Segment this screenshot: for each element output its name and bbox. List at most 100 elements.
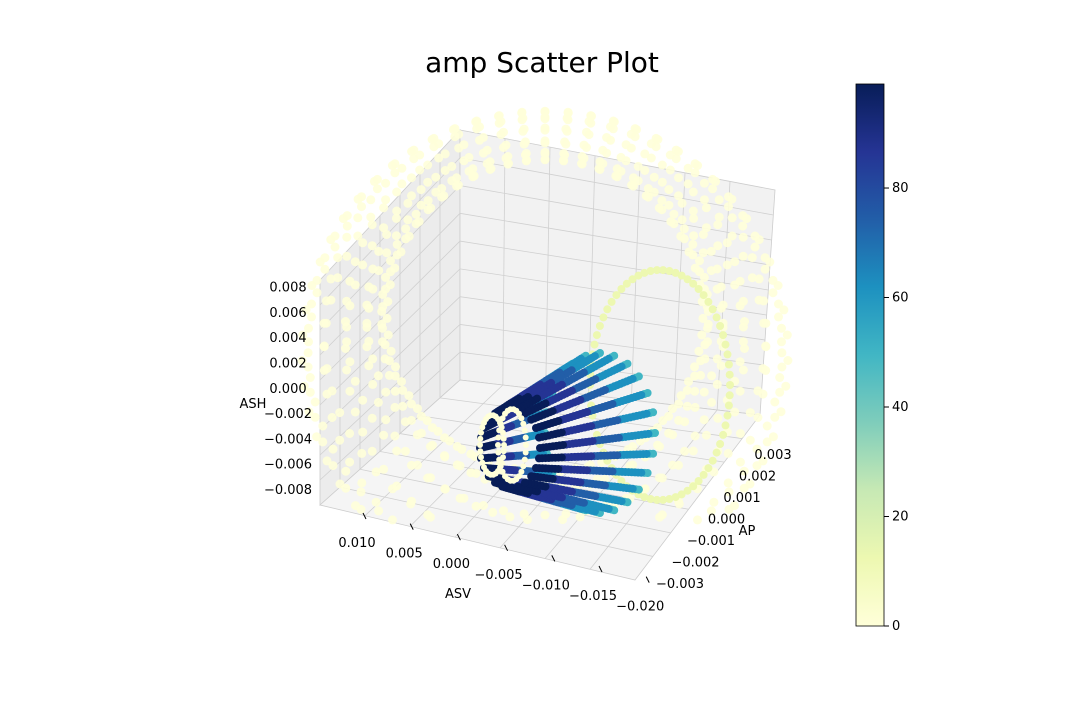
scatter-point: [320, 253, 330, 263]
scatter-point: [488, 507, 498, 517]
scatter-point: [680, 446, 690, 456]
scatter-point: [633, 161, 643, 171]
z-tick-label: −0.008: [264, 483, 312, 498]
scatter-point: [466, 468, 476, 478]
scatter-point: [690, 402, 700, 412]
scatter-point: [654, 203, 664, 213]
scatter-point: [540, 154, 550, 164]
scatter-point: [345, 429, 355, 438]
scatter-point: [391, 362, 400, 372]
grid-line: [673, 172, 686, 406]
colorbar-tick-label: 20: [892, 510, 909, 525]
scatter-point: [762, 437, 772, 447]
scatter-point: [725, 370, 734, 379]
scatter-point: [628, 275, 637, 284]
scatter-point: [342, 221, 352, 231]
scatter-point: [333, 273, 343, 283]
scatter-point: [494, 111, 504, 121]
scatter-point: [770, 412, 780, 422]
scatter-point: [519, 124, 529, 134]
scatter-point: [415, 165, 425, 175]
scatter-point: [783, 356, 793, 365]
scatter-point: [521, 427, 528, 434]
scatter-point: [426, 473, 435, 483]
scatter-point: [699, 470, 708, 479]
scatter-point: [506, 484, 514, 492]
scatter-point: [411, 209, 421, 219]
scatter-point: [440, 149, 450, 159]
grid-line: [339, 486, 653, 557]
scatter-point: [326, 274, 336, 284]
scatter-point: [735, 357, 745, 367]
scatter-point: [674, 173, 683, 183]
scatter-point: [775, 373, 785, 382]
scatter-point: [391, 231, 401, 241]
scatter-point: [503, 152, 513, 161]
scatter-point: [719, 331, 728, 340]
scatter-point: [342, 322, 352, 332]
scatter-point: [499, 468, 506, 475]
scatter-point: [698, 248, 708, 258]
scatter-point: [486, 164, 496, 174]
scatter-point: [723, 350, 732, 359]
scatter-points: [297, 106, 793, 525]
scatter-point: [499, 506, 508, 516]
z-tick-label: −0.004: [264, 432, 312, 447]
scatter-point: [690, 168, 700, 178]
scatter-point: [643, 184, 653, 193]
scatter-point: [345, 457, 355, 467]
grid-line: [545, 147, 551, 391]
scatter-point: [622, 279, 631, 288]
scatter-point: [350, 376, 360, 386]
scatter-point: [690, 386, 700, 396]
scatter-point: [590, 340, 599, 349]
scatter-point: [738, 251, 748, 261]
scatter-point: [735, 457, 745, 467]
scatter-point: [318, 421, 328, 431]
scatter-point: [707, 397, 717, 407]
scatter-point: [447, 161, 457, 171]
scatter-point: [738, 232, 748, 242]
z-tick-label: 0.002: [269, 357, 306, 372]
x-tick-label: −0.010: [522, 578, 570, 593]
scatter-point: [704, 464, 713, 473]
scatter-point: [397, 163, 407, 173]
scatter-point: [665, 165, 675, 175]
z-tick-label: −0.006: [264, 458, 312, 473]
scatter-point: [364, 361, 374, 371]
scatter-point: [641, 191, 651, 201]
scatter-point: [310, 412, 320, 422]
scatter-point: [683, 486, 692, 495]
scatter-point: [452, 442, 462, 451]
scatter-point: [477, 442, 483, 448]
scatter-point: [357, 202, 366, 212]
scatter-point: [312, 275, 322, 285]
scatter-point: [392, 239, 402, 249]
scatter-point: [362, 322, 372, 332]
scatter-point: [688, 446, 698, 456]
scatter-point: [342, 365, 352, 375]
scatter-point: [640, 268, 649, 277]
scatter-point: [640, 166, 650, 175]
grid-line: [716, 181, 731, 411]
scatter-point: [752, 444, 762, 454]
scatter-point: [382, 248, 392, 258]
scatter-point: [768, 275, 778, 285]
scatter-point: [628, 442, 638, 451]
scatter-point: [516, 410, 522, 417]
scatter-point: [501, 442, 507, 448]
scatter-point: [423, 196, 433, 206]
scatter-point: [668, 430, 678, 440]
scatter-point: [500, 435, 507, 442]
scatter-point: [523, 442, 529, 448]
scatter-point: [775, 387, 785, 397]
scatter-point: [485, 157, 495, 167]
scatter-point: [724, 487, 734, 497]
scatter-point: [646, 153, 656, 163]
scatter-point: [357, 192, 366, 202]
scatter-point: [535, 454, 543, 463]
scatter-point: [373, 397, 383, 407]
y-axis-label: AP: [739, 524, 756, 539]
x-tick-label: −0.015: [569, 589, 617, 604]
scatter-point: [738, 221, 748, 231]
